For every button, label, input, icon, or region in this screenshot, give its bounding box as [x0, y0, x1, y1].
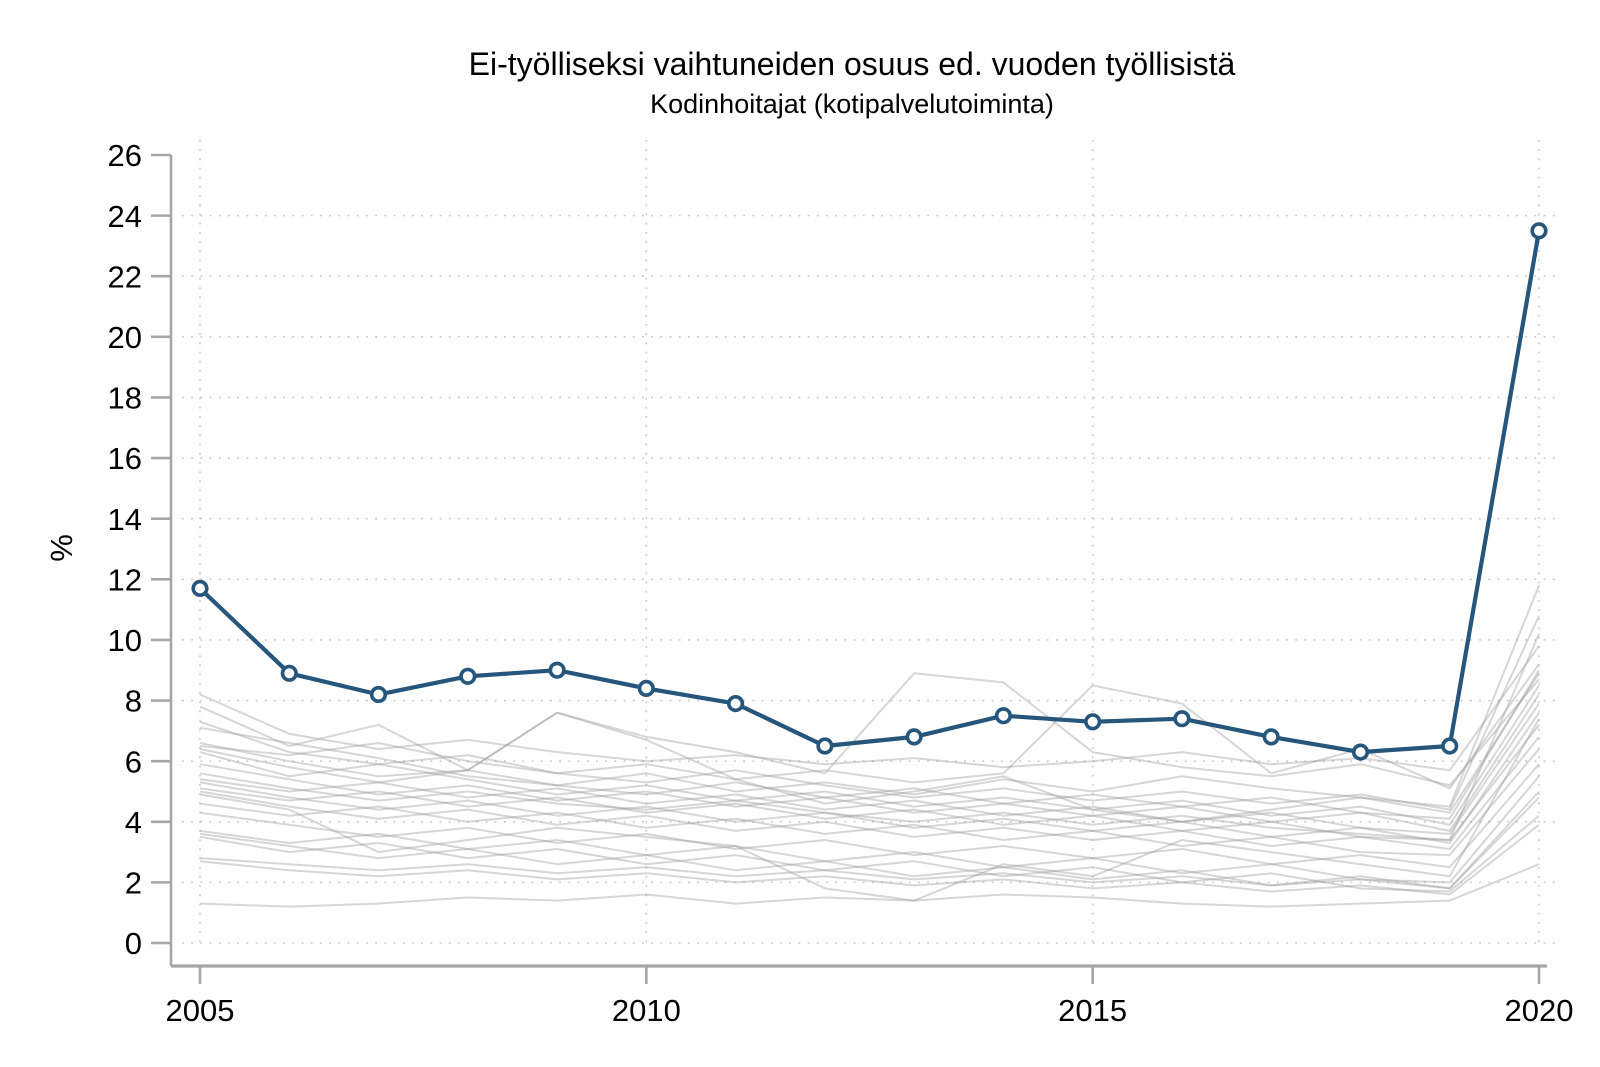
background-series-line — [199, 672, 1540, 823]
highlight-series-polyline — [197, 228, 1542, 755]
background-series-line — [199, 645, 1540, 772]
data-point-marker — [726, 694, 745, 713]
y-tick-label: 0 — [125, 926, 142, 961]
y-tick-label: 6 — [125, 744, 142, 779]
y-axis-label: % — [44, 534, 79, 562]
background-series-line — [199, 615, 1540, 811]
background-series-line — [199, 790, 1540, 890]
x-tick-label: 2020 — [1505, 993, 1574, 1028]
x-tick-label: 2010 — [612, 993, 681, 1028]
highlight-series-line — [191, 222, 1548, 761]
y-tick-label: 2 — [125, 866, 142, 901]
background-series-line — [199, 724, 1540, 841]
data-point-marker — [1351, 743, 1370, 761]
background-series-line — [199, 796, 1540, 890]
background-series-line — [199, 814, 1540, 893]
data-point-marker — [280, 664, 298, 682]
y-tick-label: 8 — [125, 684, 142, 719]
y-tick-label: 12 — [108, 562, 142, 597]
background-series-line — [199, 703, 1540, 835]
chart-title: Ei-työlliseksi vaihtuneiden osuus ed. vu… — [469, 46, 1236, 82]
y-tick-label: 22 — [108, 259, 142, 294]
data-point-marker — [816, 737, 834, 755]
data-point-marker — [1441, 737, 1459, 755]
background-series-line — [199, 824, 1540, 896]
background-series-line — [199, 775, 1540, 884]
data-point-marker — [1173, 710, 1191, 728]
data-point-marker — [905, 728, 923, 746]
data-point-marker — [1084, 713, 1102, 731]
x-tick-label: 2015 — [1058, 993, 1127, 1028]
background-series-line — [199, 693, 1540, 832]
x-tick-label: 2005 — [166, 993, 235, 1028]
background-series-line — [199, 684, 1540, 826]
background-series-line — [199, 736, 1540, 850]
data-point-marker — [994, 707, 1013, 725]
y-tick-label: 14 — [108, 502, 142, 537]
data-point-marker — [1530, 222, 1548, 240]
data-point-marker — [369, 685, 388, 704]
y-tick-label: 24 — [108, 199, 142, 234]
background-series-line — [199, 669, 1540, 820]
background-series-line — [199, 633, 1540, 841]
y-tick-label: 10 — [108, 623, 142, 658]
y-tick-label: 16 — [108, 441, 142, 476]
background-series-line — [199, 663, 1540, 790]
background-series-line — [199, 863, 1540, 908]
data-point-marker — [637, 679, 655, 698]
background-series-line — [199, 585, 1540, 808]
data-point-marker — [1262, 728, 1280, 746]
background-series-line — [199, 748, 1540, 857]
chart-subtitle: Kodinhoitajat (kotipalvelutoiminta) — [650, 89, 1054, 119]
data-point-marker — [459, 667, 477, 685]
y-tick-label: 18 — [108, 381, 142, 416]
y-tick-label: 26 — [108, 138, 142, 173]
background-series-line — [199, 672, 1540, 787]
y-tick-label: 20 — [108, 320, 142, 355]
data-point-marker — [191, 579, 209, 598]
background-series-line — [199, 712, 1540, 844]
background-series-line — [199, 763, 1540, 869]
data-point-marker — [548, 661, 566, 679]
gridlines — [182, 140, 1558, 944]
background-series-line — [199, 718, 1540, 902]
background-series-lines — [199, 585, 1540, 908]
y-tick-label: 4 — [125, 805, 142, 840]
